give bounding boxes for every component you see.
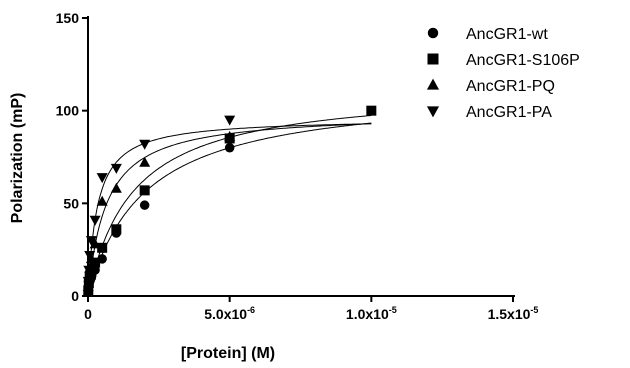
x-tick-label: 1.0x10-5	[346, 305, 397, 322]
legend-marker	[426, 106, 440, 118]
data-point	[139, 200, 150, 210]
legend-label: AncGR1-wt	[466, 26, 548, 43]
y-tick-label: 150	[56, 10, 80, 26]
data-point	[366, 105, 377, 116]
axes: 0 50 100 150 0 5.0x10-6 1.0x10-5 1.5x10-5	[56, 10, 539, 322]
data-point	[139, 156, 151, 167]
x-axis-title: [Protein] (M)	[181, 345, 275, 362]
legend-label: AncGR1-PQ	[466, 78, 555, 95]
plot-area	[82, 105, 377, 297]
data-point	[84, 250, 96, 261]
x-tick-label: 5.0x10-6	[204, 305, 255, 322]
data-point	[224, 130, 236, 141]
x-tick-label: 1.5x10-5	[488, 305, 539, 322]
data-point	[89, 215, 101, 226]
y-tick-label: 100	[56, 103, 80, 119]
legend: AncGR1-wt AncGR1-S106P AncGR1-PQ AncGR1-PA	[426, 26, 580, 121]
data-point	[97, 242, 108, 253]
data-point	[89, 238, 101, 249]
data-point	[110, 163, 122, 174]
legend-marker	[426, 78, 440, 90]
data-point	[224, 142, 235, 153]
fit-curve	[87, 123, 372, 297]
data-point	[96, 195, 108, 206]
data-point	[110, 182, 122, 193]
data-point	[139, 185, 150, 196]
legend-label: AncGR1-S106P	[466, 52, 580, 69]
legend-marker	[427, 53, 439, 65]
legend-marker	[427, 27, 439, 39]
data-point	[96, 173, 108, 184]
x-tick-label: 0	[84, 306, 92, 322]
legend-label: AncGR1-PA	[466, 104, 552, 121]
y-tick-label: 0	[71, 288, 79, 304]
y-tick-label: 50	[63, 195, 79, 211]
data-point	[111, 224, 122, 235]
data-point	[139, 139, 151, 150]
y-axis-title: Polarization (mP)	[9, 93, 26, 224]
data-point	[224, 115, 236, 126]
